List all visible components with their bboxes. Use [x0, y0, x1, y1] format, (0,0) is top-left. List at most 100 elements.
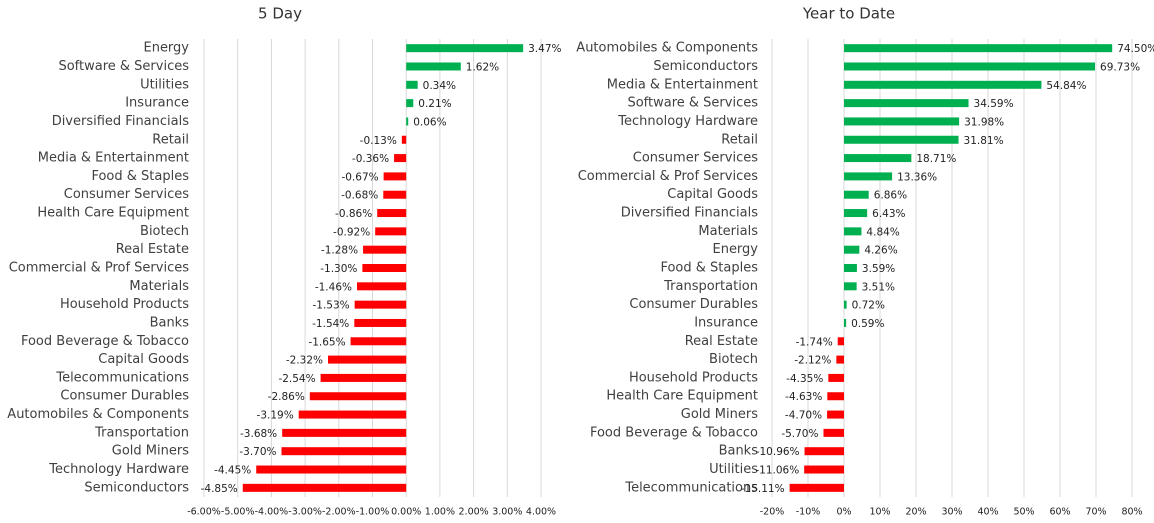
bar: [377, 209, 407, 218]
bar: [837, 337, 844, 346]
bar: [789, 483, 844, 492]
bar: [844, 44, 1113, 53]
category-label: Technology Hardware: [617, 114, 758, 129]
category-label: Commercial & Prof Services: [9, 261, 190, 276]
bar: [836, 355, 844, 364]
value-label: 31.81%: [964, 135, 1004, 147]
category-label: Transportation: [94, 425, 189, 440]
value-label: 3.59%: [862, 263, 895, 275]
bar: [298, 410, 407, 419]
category-label: Retail: [721, 132, 758, 147]
x-tick-label: 70%: [1085, 507, 1106, 518]
bar: [844, 99, 969, 108]
category-label: Gold Miners: [112, 444, 189, 459]
x-tick-label: -4.00%: [255, 507, 289, 518]
bar: [394, 154, 407, 163]
category-label: Capital Goods: [667, 187, 758, 202]
category-label: Semiconductors: [84, 480, 189, 495]
value-label: 0.21%: [418, 98, 451, 110]
bar: [401, 135, 407, 144]
category-label: Media & Entertainment: [607, 77, 758, 92]
category-label: Banks: [719, 444, 759, 459]
bar: [282, 428, 407, 437]
chart-title: Year to Date: [802, 5, 895, 23]
category-label: Insurance: [125, 96, 189, 111]
category-label: Banks: [150, 315, 190, 330]
value-label: 13.36%: [897, 171, 937, 183]
value-label: -2.12%: [794, 355, 831, 367]
x-tick-label: 10%: [869, 507, 890, 518]
bar: [827, 410, 844, 419]
bar: [844, 227, 862, 236]
value-label: -1.53%: [312, 300, 349, 312]
bar: [242, 483, 407, 492]
category-label: Capital Goods: [98, 352, 189, 367]
value-label: 6.86%: [874, 190, 907, 202]
bar: [350, 337, 407, 346]
category-label: Insurance: [694, 315, 758, 330]
bar: [827, 392, 844, 401]
x-tick-label: 3.00%: [492, 507, 522, 518]
x-tick-label: 40%: [977, 507, 998, 518]
category-label: Health Care Equipment: [37, 206, 189, 221]
x-tick-label: 50%: [1013, 507, 1034, 518]
bar: [844, 154, 912, 163]
value-label: -4.63%: [785, 391, 822, 403]
bar: [383, 190, 407, 199]
value-label: -3.19%: [257, 410, 294, 422]
value-label: -0.36%: [352, 153, 389, 165]
value-label: -15.11%: [741, 483, 785, 495]
category-label: Consumer Durables: [60, 389, 189, 404]
category-label: Diversified Financials: [52, 114, 190, 129]
category-label: Automobiles & Components: [7, 407, 189, 422]
value-label: -10.96%: [756, 446, 800, 458]
category-label: Commercial & Prof Services: [578, 169, 759, 184]
category-label: Consumer Services: [633, 151, 758, 166]
x-tick-label: 1.00%: [425, 507, 455, 518]
x-tick-label: -10%: [796, 507, 821, 518]
value-label: -3.68%: [240, 428, 277, 440]
x-tick-label: -6.00%: [187, 507, 221, 518]
category-label: Utilities: [709, 462, 758, 477]
category-label: Gold Miners: [681, 407, 758, 422]
category-label: Telecommunications: [624, 480, 758, 495]
value-label: 3.47%: [528, 43, 561, 55]
value-label: 4.84%: [866, 226, 899, 238]
category-label: Consumer Services: [64, 187, 189, 202]
category-label: Food Beverage & Tobacco: [590, 425, 758, 440]
x-tick-label: 80%: [1121, 507, 1142, 518]
value-label: 4.26%: [864, 245, 897, 257]
category-label: Software & Services: [627, 96, 758, 111]
chart-title: 5 Day: [258, 5, 302, 23]
x-tick-label: 2.00%: [459, 507, 489, 518]
value-label: -4.70%: [785, 410, 822, 422]
bar: [406, 99, 414, 108]
value-label: 74.50%: [1117, 43, 1154, 55]
bar: [804, 465, 844, 474]
value-label: 54.84%: [1046, 80, 1086, 92]
x-tick-label: -5.00%: [221, 507, 255, 518]
x-tick-label: 4.00%: [526, 507, 556, 518]
value-label: 31.98%: [964, 116, 1004, 128]
x-tick-label: 60%: [1049, 507, 1070, 518]
category-label: Biotech: [140, 224, 189, 239]
bar: [844, 245, 860, 254]
x-tick-label: -3.00%: [288, 507, 322, 518]
bar: [309, 392, 407, 401]
bar: [406, 117, 409, 126]
x-tick-label: -20%: [760, 507, 785, 518]
value-label: -1.54%: [312, 318, 349, 330]
value-label: -4.85%: [201, 483, 238, 495]
value-label: -0.13%: [360, 135, 397, 147]
value-label: -1.28%: [321, 245, 358, 257]
bar: [844, 172, 893, 181]
category-label: Telecommunications: [55, 370, 189, 385]
bar: [844, 135, 959, 144]
value-label: -0.86%: [335, 208, 372, 220]
value-label: -4.45%: [214, 465, 251, 477]
category-label: Software & Services: [58, 59, 189, 74]
bar: [354, 300, 407, 309]
bar: [281, 447, 407, 456]
value-label: -1.65%: [308, 336, 345, 348]
